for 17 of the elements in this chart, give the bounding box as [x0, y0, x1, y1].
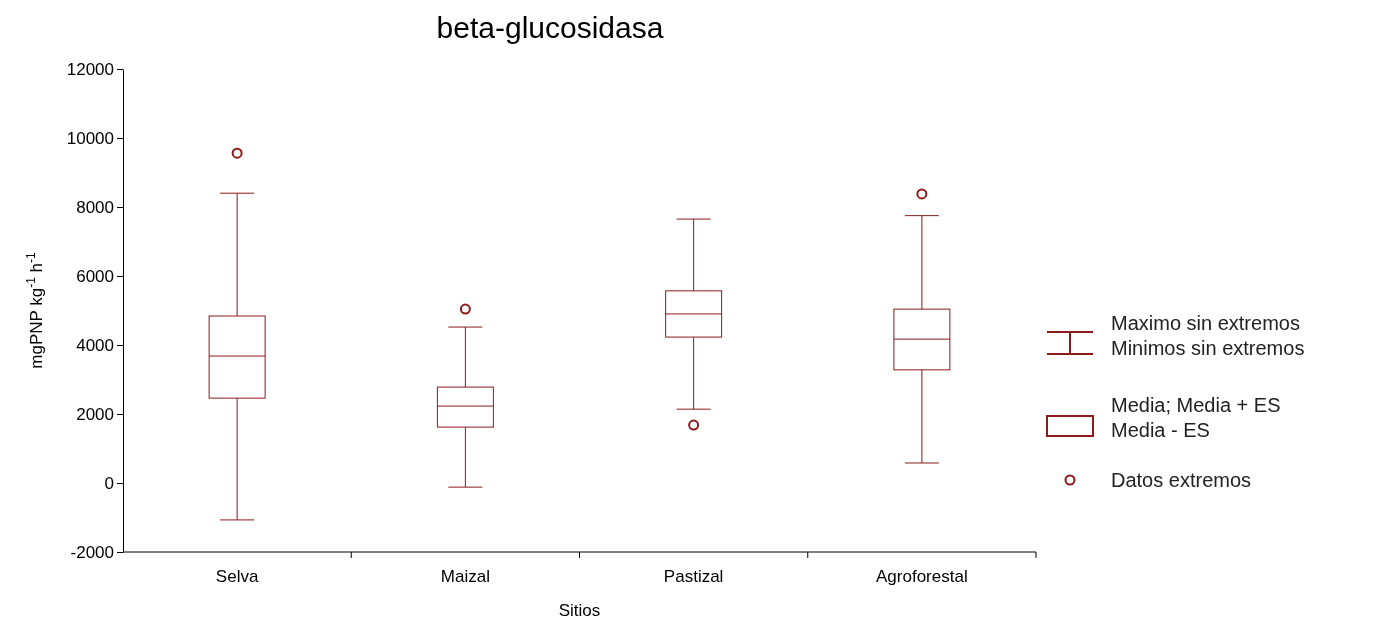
text: Maximo sin extremos Minimos sin extremos	[1111, 312, 1305, 359]
y-tick-label: 0	[104, 473, 114, 493]
text: Datos extremos	[1111, 469, 1252, 491]
y-tick-label: 4000	[76, 335, 114, 355]
y-tick-label: -2000	[70, 542, 114, 562]
x-tick-label: Maizal	[440, 567, 490, 586]
text: Media; Media + ES Media - ES	[1111, 394, 1281, 441]
x-axis-title: Sitios	[558, 601, 601, 620]
x-tick-label: Selva	[215, 567, 259, 586]
y-tick-label: 12000	[66, 59, 114, 79]
y-tick-label: 6000	[76, 266, 114, 286]
y-tick-label: 8000	[76, 197, 114, 217]
y-tick-label: 2000	[76, 404, 114, 424]
x-tick-label: Agroforestal	[876, 567, 968, 586]
chart-title: beta-glucosidasa	[436, 11, 664, 44]
y-tick-label: 10000	[66, 128, 114, 148]
x-tick-label: Pastizal	[663, 567, 724, 586]
